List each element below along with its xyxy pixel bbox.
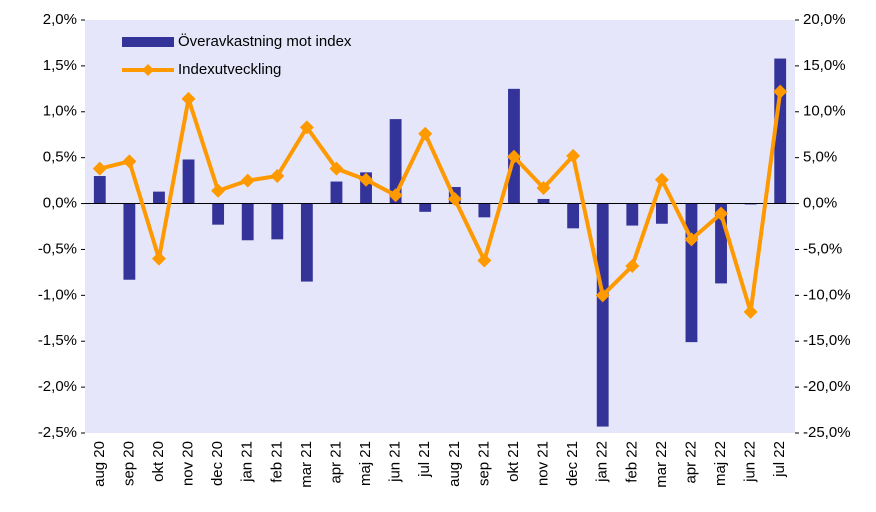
x-tick-label: okt 21 — [505, 441, 522, 482]
x-tick-label: jan 21 — [239, 441, 256, 483]
line — [99, 91, 783, 313]
x-tick-label: mar 22 — [653, 441, 670, 488]
x-tick-label: apr 22 — [682, 441, 699, 484]
x-tick-label: dec 20 — [209, 441, 226, 486]
marker — [447, 191, 462, 206]
y2-tick-label: -20,0% — [803, 378, 851, 395]
y2-tick-label: -10,0% — [803, 286, 851, 303]
marker — [743, 304, 758, 319]
bar — [537, 198, 550, 204]
y-tick-label: 0,0% — [43, 195, 77, 212]
marker — [329, 161, 344, 176]
marker — [595, 288, 610, 303]
bar — [596, 203, 609, 427]
x-tick-label: nov 21 — [535, 441, 552, 486]
x-tick-label: jun 21 — [387, 441, 404, 483]
bar — [123, 203, 136, 280]
y2-tick-label: 15,0% — [803, 57, 846, 74]
marker — [270, 169, 285, 184]
marker — [654, 172, 669, 187]
bar — [271, 203, 284, 240]
marker — [684, 232, 699, 247]
y-tick-label: -0,5% — [38, 240, 77, 257]
bar — [241, 203, 254, 241]
x-tick-label: aug 20 — [91, 441, 108, 487]
marker — [566, 148, 581, 163]
y-tick-label: 1,0% — [43, 103, 77, 120]
x-tick-label: jul 22 — [771, 441, 788, 478]
marker — [299, 120, 314, 135]
y-tick-label: 0,5% — [43, 149, 77, 166]
marker — [388, 188, 403, 203]
bar — [389, 119, 402, 204]
bar — [478, 203, 491, 218]
legend-label: Överavkastning mot index — [178, 32, 352, 50]
x-tick-label: feb 21 — [268, 441, 285, 483]
y2-tick-label: -15,0% — [803, 332, 851, 349]
x-tick-label: maj 21 — [357, 441, 374, 486]
marker — [418, 126, 433, 141]
legend-label: Indexutveckling — [178, 61, 281, 78]
bar — [774, 58, 787, 204]
x-tick-label: feb 22 — [623, 441, 640, 483]
legend-swatch — [122, 37, 174, 47]
marker — [536, 180, 551, 195]
y2-tick-label: -25,0% — [803, 424, 851, 441]
bar — [300, 203, 313, 282]
marker — [211, 183, 226, 198]
x-tick-label: sep 21 — [475, 441, 492, 486]
y2-tick-label: -5,0% — [803, 240, 842, 257]
y2-tick-label: 5,0% — [803, 149, 837, 166]
y2-tick-label: 10,0% — [803, 103, 846, 120]
x-tick-label: jun 22 — [742, 441, 759, 483]
marker — [714, 206, 729, 221]
bar — [626, 203, 639, 226]
bar — [655, 203, 668, 224]
bar — [93, 176, 106, 204]
y-tick-label: -2,5% — [38, 424, 77, 441]
x-tick-label: okt 20 — [150, 441, 167, 482]
x-tick-label: jul 21 — [416, 441, 433, 478]
bar — [330, 181, 343, 204]
x-tick-label: aug 21 — [446, 441, 463, 487]
plot-area — [85, 20, 795, 433]
x-tick-label: sep 20 — [120, 441, 137, 486]
bar — [508, 88, 520, 204]
marker — [240, 173, 255, 188]
y-tick-label: -2,0% — [38, 378, 77, 395]
bar — [153, 191, 165, 204]
marker — [151, 251, 166, 266]
marker — [359, 172, 374, 187]
marker — [92, 161, 107, 176]
y-tick-label: 2,0% — [43, 11, 77, 28]
x-tick-label: jan 22 — [594, 441, 611, 483]
y-tick-label: -1,0% — [38, 286, 77, 303]
y-tick-label: 1,5% — [43, 57, 77, 74]
bar — [212, 203, 225, 225]
marker — [477, 253, 492, 268]
marker — [122, 154, 137, 169]
marker — [773, 84, 788, 99]
y2-tick-label: 0,0% — [803, 195, 837, 212]
marker — [181, 91, 196, 106]
x-tick-label: nov 20 — [180, 441, 197, 486]
x-tick-label: maj 22 — [712, 441, 729, 486]
bar — [685, 203, 698, 343]
y-tick-label: -1,5% — [38, 332, 77, 349]
bar — [419, 203, 432, 212]
bar — [715, 203, 727, 284]
bar — [567, 203, 580, 229]
x-tick-label: dec 21 — [564, 441, 581, 486]
x-tick-label: apr 21 — [327, 441, 344, 484]
y2-tick-label: 20,0% — [803, 11, 846, 28]
bar — [182, 159, 195, 204]
bar — [360, 172, 372, 204]
marker — [506, 149, 521, 164]
marker — [625, 258, 640, 273]
x-tick-label: mar 21 — [298, 441, 315, 488]
legend-marker — [142, 64, 154, 76]
